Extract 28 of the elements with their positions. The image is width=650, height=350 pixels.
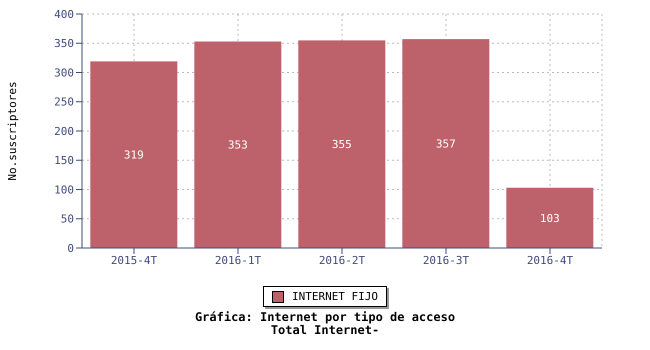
data-label: 319 [124, 148, 144, 162]
y-tick-label: 100 [54, 183, 74, 196]
bar [90, 61, 178, 248]
bar [194, 41, 282, 248]
data-label: 353 [228, 138, 248, 152]
y-tick-label: 50 [60, 212, 74, 226]
y-tick-label: 250 [54, 96, 74, 109]
data-label: 355 [332, 138, 352, 152]
y-tick-label: 400 [54, 8, 74, 21]
data-label: 357 [436, 137, 456, 150]
x-tick-label: 2016-3T [422, 254, 470, 267]
x-tick-label: 2015-4T [110, 254, 158, 267]
y-tick-label: 200 [54, 124, 74, 138]
y-tick-label: 150 [54, 154, 74, 168]
y-axis-title: No.suscriptores [6, 81, 19, 181]
text: INTERNET FIJO [292, 290, 378, 303]
y-tick-label: 350 [54, 37, 74, 50]
x-tick-label: 2016-2T [318, 254, 366, 267]
y-tick-label: 0 [67, 242, 74, 255]
x-tick-label: 2016-1T [214, 254, 262, 267]
data-label: 103 [540, 212, 560, 225]
bar [506, 188, 594, 248]
bar [402, 39, 490, 248]
bar [298, 40, 386, 248]
x-tick-label: 2016-4T [526, 254, 574, 267]
y-tick-label: 300 [54, 66, 74, 80]
text: Gráfica: Internet por tipo de acceso [194, 310, 456, 324]
text: Total Internet- [270, 323, 380, 337]
